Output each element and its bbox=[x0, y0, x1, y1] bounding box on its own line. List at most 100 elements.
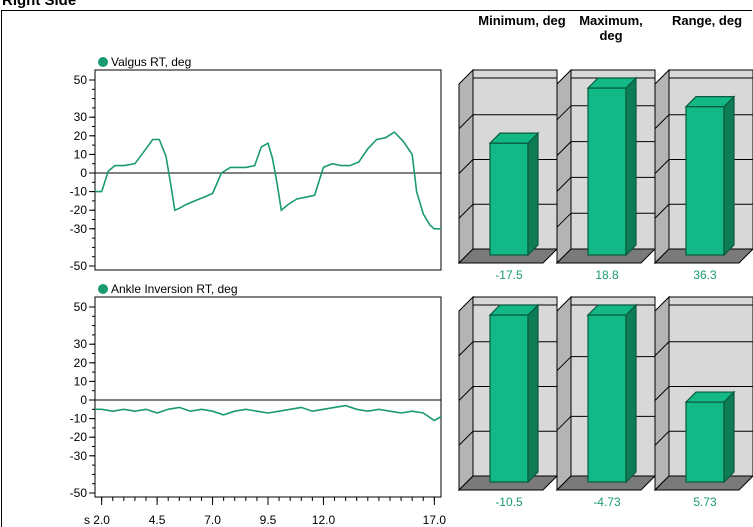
header-maximum-2: deg bbox=[599, 28, 622, 43]
x-tick-label: 2.0 bbox=[93, 513, 110, 527]
bar-top bbox=[684, 96, 736, 108]
bar-top bbox=[586, 304, 638, 316]
panel-gridline-side bbox=[556, 356, 572, 372]
bar-side bbox=[527, 303, 539, 484]
panel-side-wall bbox=[556, 68, 572, 265]
x-tick-label: 7.0 bbox=[204, 513, 221, 527]
bar-top bbox=[684, 391, 736, 403]
y-tick-label: 30 bbox=[74, 337, 88, 351]
bar-value-label: -10.5 bbox=[495, 495, 523, 509]
ankle-legend-dot bbox=[98, 284, 108, 294]
panel-floor bbox=[653, 475, 753, 491]
bar-value-label: 18.8 bbox=[595, 268, 619, 282]
bar-mark bbox=[586, 76, 638, 257]
panel-gridline-side bbox=[654, 341, 670, 357]
x-axis-unit: s bbox=[84, 513, 90, 527]
valgus-title: Valgus RT, deg bbox=[111, 55, 191, 69]
y-tick-label: -30 bbox=[70, 449, 88, 463]
panel-gridline-side bbox=[556, 177, 572, 192]
bar-side bbox=[625, 76, 637, 257]
y-tick-label: -20 bbox=[70, 430, 88, 444]
panel-gridline-side bbox=[654, 386, 670, 401]
panel-gridline-side bbox=[458, 430, 474, 446]
ankle-series-line bbox=[95, 404, 442, 422]
panel-gridline-side bbox=[458, 159, 474, 174]
panel-floor bbox=[653, 248, 753, 264]
valgus-legend-dot bbox=[98, 57, 108, 67]
y-tick-label: 0 bbox=[80, 166, 87, 180]
bar-mark bbox=[488, 131, 540, 257]
bar-front bbox=[489, 142, 529, 256]
header-minimum: Minimum, deg bbox=[478, 13, 565, 28]
bar-side bbox=[625, 303, 637, 484]
panel-gridline-side bbox=[556, 415, 572, 431]
header-maximum: Maximum, bbox=[579, 13, 643, 28]
bar-mark bbox=[586, 303, 638, 484]
bar-panel: -4.73 bbox=[555, 295, 657, 509]
panel-gridline-side bbox=[654, 203, 670, 219]
valgus-chart: Valgus RT, deg 50 30 20 10 0 -10 -20 -30 -50 bbox=[70, 55, 442, 273]
y-tick-label: -20 bbox=[70, 203, 88, 217]
y-tick-label: -10 bbox=[70, 412, 88, 426]
bar-panel: -10.5 bbox=[457, 295, 559, 509]
panel-gridline-side bbox=[654, 114, 670, 130]
panel-gridline-side bbox=[556, 212, 572, 228]
valgus-plot-area bbox=[94, 69, 442, 271]
bar-top bbox=[488, 304, 540, 316]
bar-mark bbox=[684, 390, 736, 484]
y-tick-label: 0 bbox=[80, 393, 87, 407]
page-title: Right Side bbox=[2, 0, 77, 9]
panel-gridline-side bbox=[556, 105, 572, 121]
panel-gridline-side bbox=[458, 341, 474, 357]
bar-top bbox=[586, 77, 638, 89]
ankle-title: Ankle Inversion RT, deg bbox=[111, 282, 238, 296]
y-tick-label: -30 bbox=[70, 222, 88, 236]
panel-gridline-side bbox=[654, 159, 670, 174]
bar-front bbox=[587, 87, 627, 256]
panel-side-wall bbox=[556, 295, 572, 492]
bar-panel: 5.73 bbox=[653, 295, 753, 509]
bar-value-label: -17.5 bbox=[495, 268, 523, 282]
bar-value-label: 36.3 bbox=[693, 268, 717, 282]
y-tick-label: 10 bbox=[74, 147, 88, 161]
header-range: Range, deg bbox=[672, 13, 742, 28]
panel-gridline-side bbox=[458, 114, 474, 130]
bar-value-label: 5.73 bbox=[693, 495, 717, 509]
time-x-axis: s 2.0 4.5 7.0 9.5 12.0 17.0 bbox=[84, 497, 446, 527]
y-tick-label: 10 bbox=[74, 374, 88, 388]
panel-gridline-side bbox=[556, 141, 572, 156]
bar-front bbox=[489, 314, 529, 483]
bar-front bbox=[685, 106, 725, 256]
y-tick-label: 20 bbox=[74, 356, 88, 370]
panel-gridline-side bbox=[458, 203, 474, 219]
column-headers: Minimum, deg Maximum, deg Range, deg bbox=[478, 13, 742, 43]
y-tick-label: -10 bbox=[70, 185, 88, 199]
y-tick-label: 20 bbox=[74, 129, 88, 143]
bar-panel: 36.3 bbox=[653, 68, 753, 282]
bar-value-label: -4.73 bbox=[593, 495, 621, 509]
x-tick-label: 17.0 bbox=[423, 513, 447, 527]
panel-gridline-side bbox=[654, 430, 670, 446]
bar-side bbox=[723, 390, 735, 484]
bar-side bbox=[527, 131, 539, 257]
ankle-y-axis: 50 30 20 10 0 -10 -20 -30 -50 bbox=[70, 300, 95, 500]
y-tick-label: -50 bbox=[70, 259, 88, 273]
y-tick-label: -50 bbox=[70, 486, 88, 500]
y-tick-label: 50 bbox=[74, 300, 88, 314]
valgus-y-axis: 50 30 20 10 0 -10 -20 -30 -50 bbox=[70, 73, 95, 273]
x-tick-label: 12.0 bbox=[312, 513, 336, 527]
x-tick-label: 9.5 bbox=[260, 513, 277, 527]
bar-panels: -17.5 18.8 36.3 -10.5 -4.73 5.73 bbox=[457, 68, 753, 509]
frame-border bbox=[1, 10, 752, 527]
bar-side bbox=[723, 95, 735, 257]
bar-front bbox=[587, 314, 627, 483]
bar-panel: -17.5 bbox=[457, 68, 559, 282]
valgus-series-line bbox=[95, 131, 441, 230]
bar-top bbox=[488, 132, 540, 144]
x-tick-label: 4.5 bbox=[149, 513, 166, 527]
panel-gridline-side bbox=[458, 386, 474, 401]
ankle-plot-area bbox=[94, 296, 442, 498]
bar-panel: 18.8 bbox=[555, 68, 657, 282]
bar-mark bbox=[684, 95, 736, 257]
